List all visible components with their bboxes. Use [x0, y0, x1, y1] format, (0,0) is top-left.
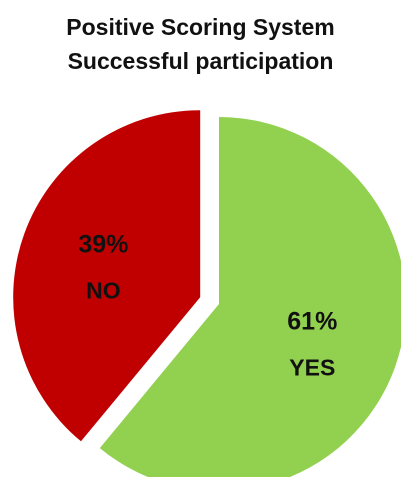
pie-slice-no: [13, 110, 201, 442]
chart-title-line-2: Successful participation: [67, 48, 334, 74]
slice-no-percent-label: 39%: [78, 230, 128, 258]
chart-title: Positive Scoring System Successful parti…: [0, 10, 401, 78]
pie-slice-yes: [99, 117, 401, 477]
slice-yes-percent-label: 61%: [287, 308, 337, 336]
slice-no-category-label: NO: [86, 277, 121, 303]
chart-title-line-1: Positive Scoring System: [66, 14, 335, 40]
slice-yes-category-label: YES: [289, 355, 335, 381]
